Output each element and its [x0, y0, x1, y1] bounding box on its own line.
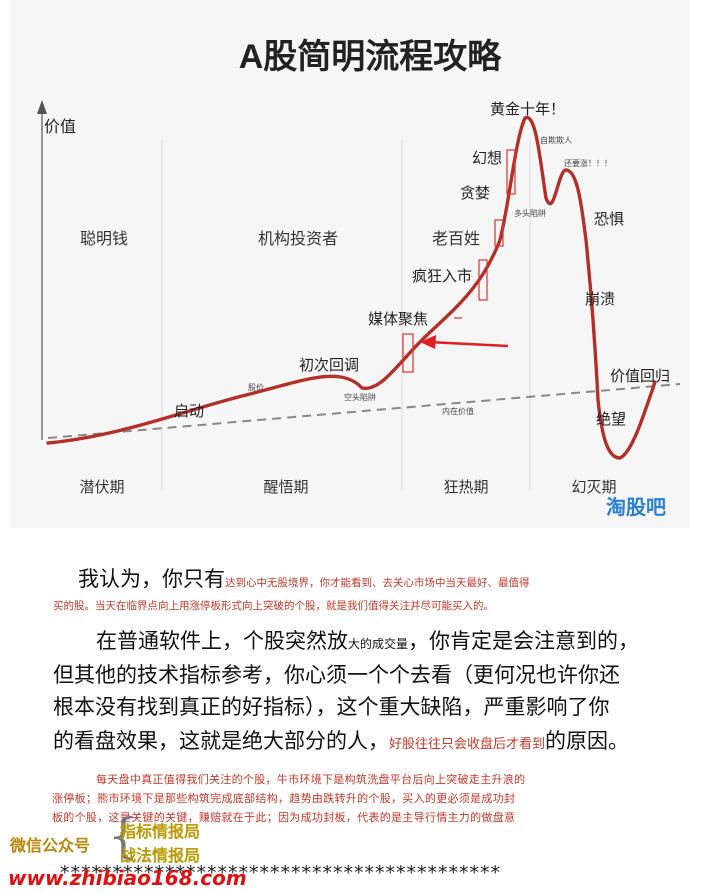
zone-label: 老百姓: [432, 229, 480, 248]
chart-title: A股简明流程攻略: [239, 38, 503, 76]
highlight-box: [402, 333, 414, 373]
intrinsic-value-line: [47, 383, 681, 439]
wechat-account-1: 指标情报局: [120, 822, 201, 841]
highlight-box: [494, 219, 504, 247]
p2-d-red: 好股往往只会收盘后才看到: [389, 737, 546, 752]
phase-label: 幻灭期: [571, 478, 616, 496]
brace-icon: {: [108, 808, 139, 864]
stock-cycle-chart: A股简明流程攻略 价值 聪明钱 机构投资者 老百姓 启动 初次回调 媒体聚焦 疯…: [10, 0, 690, 528]
p1-lead: 我认为，你只有: [78, 567, 225, 591]
zone-label: 机构投资者: [258, 229, 338, 248]
p2-d2: 的原因。: [545, 729, 630, 753]
paragraph-2-line-3: 根本没有找到真正的好指标），这个重大缺陷，严重影响了你: [53, 695, 610, 719]
note-still-rising: 还要涨！！！: [564, 158, 612, 168]
stage-label-greed: 贪婪: [460, 184, 490, 202]
stage-label-first-pullback: 初次回调: [299, 356, 359, 374]
stage-label-start: 启动: [174, 402, 204, 420]
note-line-1: 每天盘中真正值得我们关注的个股，牛市环境下是构筑洗盘平台后向上突破走主升浪的: [96, 773, 526, 786]
price-curve: [46, 116, 657, 460]
p2-a: 在普通软件上，个股突然放: [96, 629, 348, 653]
stage-label-value-return: 价值回归: [610, 367, 670, 385]
p2-d: 的看盘效果，这就是绝大部分的人，: [53, 729, 389, 753]
stage-label-media-focus: 媒体聚焦: [368, 310, 428, 328]
paragraph-1-line-1: 我认为，你只有达到心中无股境界，你才能看到、去关心市场中当天最好、最值得: [78, 562, 678, 596]
highlight-box: [478, 259, 488, 301]
p2-a2: ，你肯定是会注意到的，: [408, 629, 640, 653]
note-self-deception: 自欺欺人: [540, 135, 572, 145]
watermark-logo: 淘股吧: [606, 495, 666, 519]
phase-label: 醒悟期: [263, 478, 308, 496]
website-link[interactable]: www.zhibiao168.com: [8, 866, 247, 890]
paragraph-2-line-4: 的看盘效果，这就是绝大部分的人，好股往往只会收盘后才看到的原因。: [53, 724, 693, 758]
note-intrinsic-value: 内在价值: [442, 406, 474, 416]
note-line-3: 板的个股，这是关键的关键，赚赔就在于此；因为成功封板，代表的是主导行情主力的做盘…: [52, 811, 516, 824]
star-divider: ****************************************…: [60, 862, 501, 884]
highlight-box: [506, 149, 516, 195]
stage-label-golden-decade: 黄金十年！: [490, 100, 565, 118]
note-price: 股价: [248, 383, 264, 392]
y-axis-label: 价值: [44, 117, 76, 136]
p1-red-b: 买的股。当天在临界点向上用涨停板形式向上突破的个股，就是我们值得关注并尽可能买入…: [53, 600, 494, 612]
stage-label-frenzy: 疯狂入市: [412, 267, 472, 285]
phase-label: 潜伏期: [79, 478, 124, 496]
wechat-label: 微信公众号: [10, 836, 91, 855]
p2-a-small: 大的成交量: [348, 637, 409, 651]
phase-label: 狂热期: [443, 478, 488, 496]
paragraph-1-line-2: 买的股。当天在临界点向上用涨停板形式向上突破的个股，就是我们值得关注并尽可能买入…: [53, 594, 693, 613]
y-axis-arrow: [37, 100, 47, 114]
wechat-account-2: 战法情报局: [120, 846, 201, 865]
stage-label-collapse: 崩溃: [585, 290, 615, 308]
paragraph-2-line-1: 在普通软件上，个股突然放大的成交量，你肯定是会注意到的，: [96, 624, 696, 658]
stage-label-fear: 恐惧: [594, 210, 624, 228]
pointer-arrow-head: [420, 335, 436, 349]
note-line-2: 涨停板；熊市环境下是那些构筑完成底部结构，趋势由跌转升的个股，买入的更必须是成功…: [52, 792, 516, 805]
p1-red-a: 达到心中无股境界，你才能看到、去关心市场中当天最好、最值得: [225, 577, 530, 589]
note-bear-trap: 空头陷阱: [344, 392, 376, 402]
note-bull-trap: 多头陷阱: [514, 208, 546, 218]
stage-label-despair: 绝望: [596, 410, 626, 428]
chart-svg: A股简明流程攻略 价值 聪明钱 机构投资者 老百姓 启动 初次回调 媒体聚焦 疯…: [37, 38, 681, 519]
pointer-arrow: [427, 340, 509, 348]
paragraph-2-line-2: 但其他的技术指标参考，你心须一个个去看（更何况也许你还: [53, 663, 620, 687]
stage-label-illusion: 幻想: [472, 149, 502, 167]
zone-label: 聪明钱: [80, 229, 128, 248]
